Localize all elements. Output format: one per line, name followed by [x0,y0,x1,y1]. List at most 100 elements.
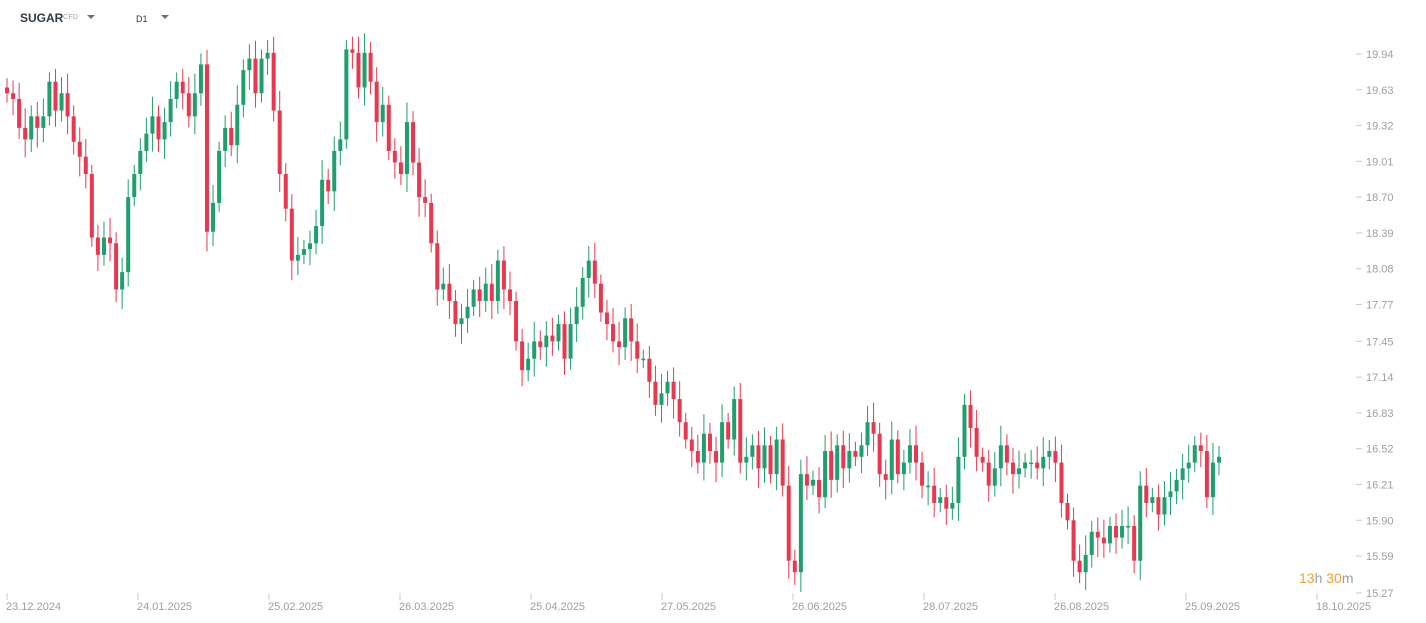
candle [756,430,761,488]
candle [17,82,22,139]
candle-body [689,439,694,452]
candle [253,40,258,108]
candle-body [550,335,555,342]
candle-body [180,81,185,94]
candle-body [435,243,440,290]
timeframe-dropdown-chevron-down-icon[interactable] [161,15,169,19]
candle-body [465,306,470,319]
candle-body [471,289,476,307]
candle [1059,444,1064,518]
candle-body [1101,537,1106,544]
candle-body [817,479,822,498]
candle-body [198,64,203,94]
candle [1168,471,1173,516]
candle [423,179,428,218]
candle [417,148,422,217]
candle-body [326,179,331,192]
candle-body [65,93,70,117]
symbol-name[interactable]: SUGAR [20,11,64,25]
candle [611,307,615,353]
candle-body [677,399,682,423]
candle [1192,436,1197,472]
x-axis-label: 24.01.2025 [137,601,192,613]
candle [411,111,416,176]
candle [920,451,925,499]
candle-body [568,324,573,359]
candle-body [1053,451,1058,463]
y-axis-label: 19.32 [1366,121,1394,133]
candle-body [1041,456,1046,469]
candle [11,80,16,116]
candle-body [804,474,809,486]
candle-body [617,341,622,348]
candle-body [259,58,264,94]
x-axis-label: 25.04.2025 [530,601,585,613]
candle-body [877,433,882,475]
candle-body [847,451,852,469]
candle-body [562,324,567,359]
candle-body [1113,526,1118,538]
candle [35,101,40,148]
candle-body [986,462,991,486]
candle-body [295,254,300,261]
candle-body [520,341,525,371]
timeframe-label[interactable]: D1 [136,14,148,24]
candle-body [514,300,519,342]
candle [229,111,234,157]
candle-body [1204,451,1209,498]
candle [71,105,76,155]
candle [1083,535,1088,591]
candle [726,412,731,449]
candle-body [211,202,216,232]
candle [1095,517,1100,558]
candle [623,307,628,360]
candle-body [89,174,94,238]
y-axis-label: 17.14 [1366,372,1394,384]
candle [853,441,858,467]
candle-body [968,404,973,428]
candle [520,328,525,387]
candle-body [235,104,240,146]
candle [441,267,446,301]
candle [768,436,773,484]
candle [241,59,246,118]
candle-body [356,52,361,88]
candle-body [926,485,931,488]
countdown-minutes-unit: m [1341,570,1354,586]
candle-body [1150,497,1155,503]
candle-body [392,150,397,163]
candle [1077,544,1082,584]
candle [914,425,918,481]
candle [447,264,452,319]
y-axis-label: 17.77 [1366,299,1394,311]
candle-body [223,127,228,151]
candle [338,121,343,166]
candle-body [1210,462,1215,498]
candle [1004,434,1009,476]
candle [932,467,937,518]
symbol-dropdown-chevron-down-icon[interactable] [87,15,95,19]
candle [120,257,125,310]
candle [526,342,531,382]
candle [65,73,70,135]
candle [617,321,622,366]
candle-body [1083,554,1088,573]
candle-body [641,358,646,361]
candle [332,136,337,211]
candle-body [277,110,282,175]
candle-body [1168,491,1173,498]
candle-body [526,358,531,371]
candle-body [907,445,912,463]
candle [980,447,985,472]
candle-body [701,433,706,463]
candle-body [417,162,422,198]
candle [356,36,361,99]
candle [738,382,743,474]
candle-body [592,260,597,284]
candle-body [1217,456,1221,463]
candle-body [338,139,343,151]
candle [217,141,222,213]
candle [1156,484,1161,531]
candle-countdown: 13h 30m [1299,570,1354,586]
